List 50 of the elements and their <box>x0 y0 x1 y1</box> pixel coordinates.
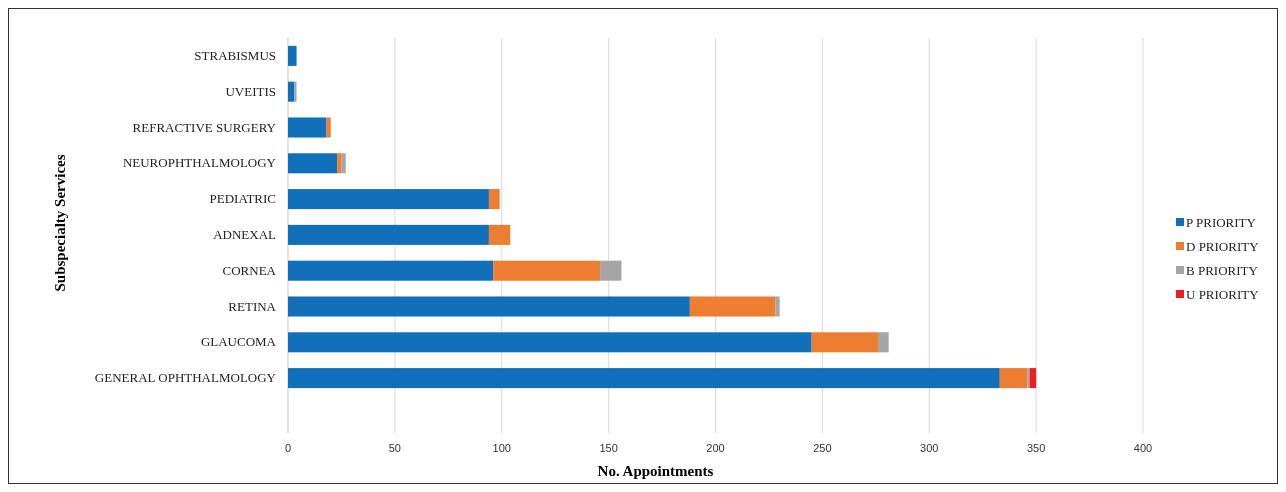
bar <box>288 260 494 281</box>
bar <box>341 153 346 174</box>
bar <box>288 45 297 66</box>
y-tick-label: STRABISMUS <box>194 47 276 63</box>
x-axis-title: No. Appointments <box>597 463 714 479</box>
x-tick-label: 300 <box>920 442 939 454</box>
bar <box>689 296 776 317</box>
bar <box>288 224 489 245</box>
bar <box>288 368 1000 389</box>
y-tick-label: GLAUCOMA <box>200 334 277 350</box>
legend-label: U PRIORITY <box>1186 287 1260 302</box>
x-tick-label: 50 <box>388 442 401 454</box>
bar <box>326 117 331 138</box>
legend-label: P PRIORITY <box>1186 215 1257 230</box>
bar <box>877 332 889 353</box>
y-tick-label: NEUROPHTHALMOLOGY <box>122 155 277 171</box>
bar <box>294 81 297 102</box>
x-tick-label: 400 <box>1133 442 1153 454</box>
bar <box>600 260 622 281</box>
y-tick-label: REFRACTIVE SURGERY <box>132 119 277 135</box>
y-tick-label: CORNEA <box>222 262 277 278</box>
y-tick-label: ADNEXAL <box>213 226 277 242</box>
bar <box>288 153 338 174</box>
x-tick-label: 350 <box>1026 442 1046 454</box>
x-tick-label: 150 <box>599 442 618 454</box>
x-tick-label: 200 <box>706 442 725 454</box>
bar <box>488 189 500 210</box>
legend-label: D PRIORITY <box>1186 239 1260 254</box>
y-tick-label: RETINA <box>228 298 277 314</box>
bar <box>488 224 511 245</box>
y-tick-label: UVEITIS <box>225 83 276 99</box>
y-tick-label: PEDIATRIC <box>209 191 276 207</box>
bar <box>337 153 342 174</box>
x-tick-label: 0 <box>284 442 292 454</box>
bar <box>288 117 327 138</box>
y-axis-title: Subspecialty Services <box>52 154 68 292</box>
x-tick-label: 100 <box>492 442 511 454</box>
y-tick-label: GENERAL OPHTHALMOLOGY <box>94 370 277 386</box>
bar <box>288 332 812 353</box>
bar <box>1029 368 1037 389</box>
bar <box>999 368 1028 389</box>
bar <box>811 332 878 353</box>
bar <box>288 296 690 317</box>
legend-label: B PRIORITY <box>1186 263 1259 278</box>
bar <box>775 296 780 317</box>
bar <box>493 260 601 281</box>
bar <box>288 189 489 210</box>
bar <box>288 81 295 102</box>
x-tick-label: 250 <box>813 442 832 454</box>
bar <box>1027 368 1030 389</box>
